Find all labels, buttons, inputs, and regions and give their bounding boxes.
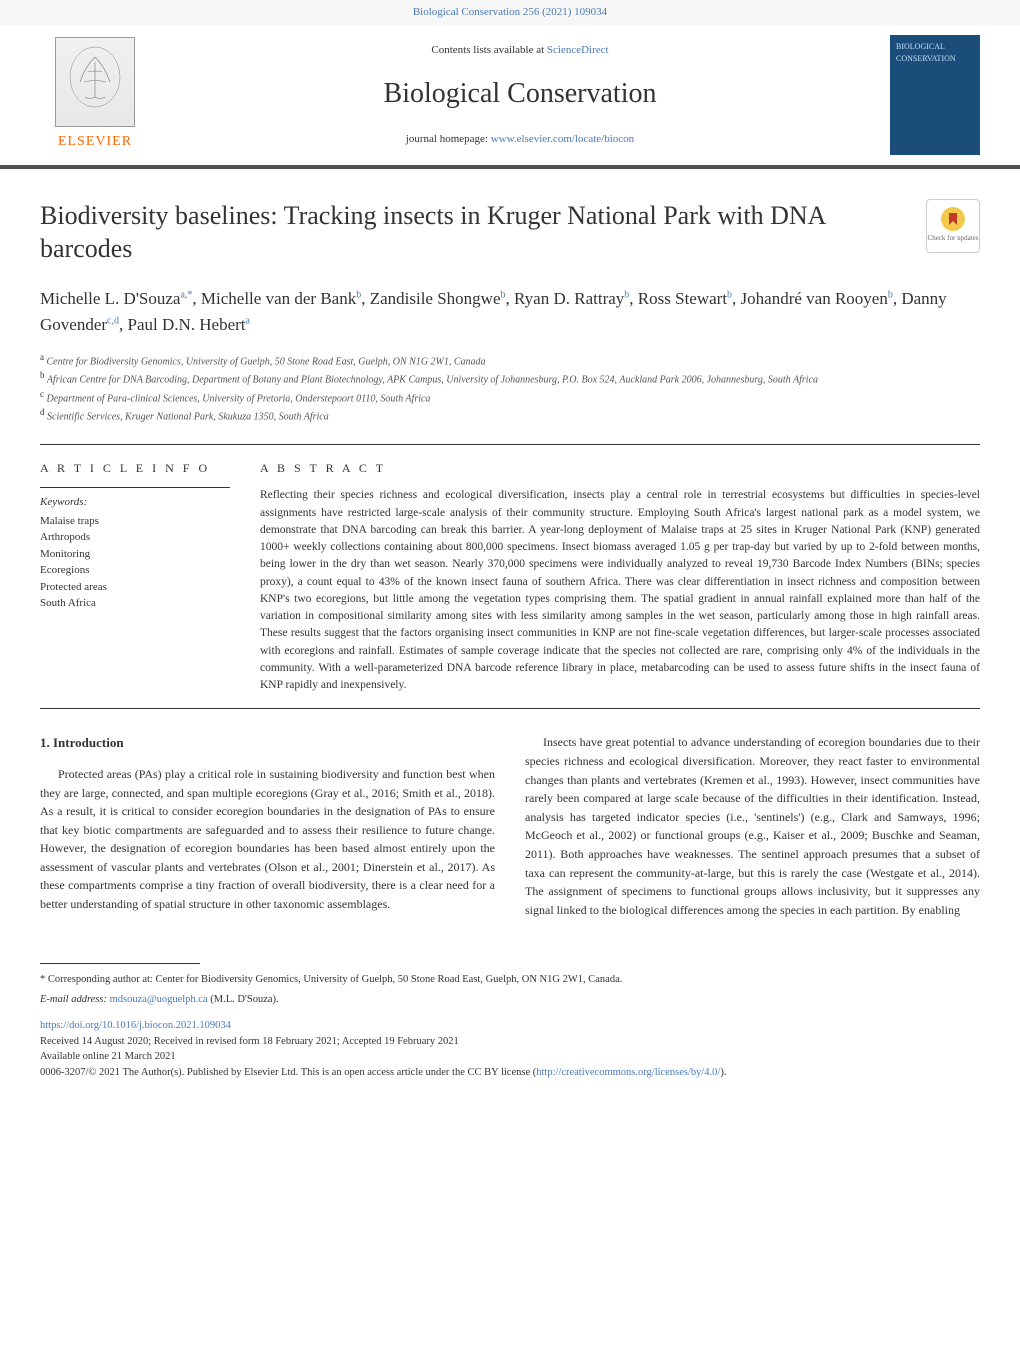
body-columns: 1. Introduction Protected areas (PAs) pl…	[40, 733, 980, 919]
journal-cover-thumbnail: BIOLOGICAL CONSERVATION	[890, 35, 980, 155]
info-abstract-row: A R T I C L E I N F O Keywords: Malaise …	[40, 444, 980, 709]
bookmark-icon	[941, 207, 965, 231]
journal-center-block: Contents lists available at ScienceDirec…	[150, 42, 890, 147]
affiliations-block: a Centre for Biodiversity Genomics, Univ…	[40, 351, 980, 424]
keywords-label: Keywords:	[40, 487, 230, 511]
publisher-name: ELSEVIER	[58, 131, 132, 152]
footnote-separator	[40, 963, 200, 964]
keyword: Monitoring	[40, 546, 230, 563]
affiliation-line: c Department of Para-clinical Sciences, …	[40, 388, 980, 406]
abstract-column: A B S T R A C T Reflecting their species…	[260, 459, 980, 694]
body-paragraph: Insects have great potential to advance …	[525, 733, 980, 919]
abstract-text: Reflecting their species richness and ec…	[260, 487, 980, 694]
authors-line: Michelle L. D'Souzaa,*, Michelle van der…	[40, 286, 980, 337]
keyword: Protected areas	[40, 579, 230, 596]
affiliation-line: d Scientific Services, Kruger National P…	[40, 406, 980, 424]
journal-header: ELSEVIER Contents lists available at Sci…	[0, 25, 1020, 169]
keyword: Malaise traps	[40, 513, 230, 530]
check-updates-badge[interactable]: Check for updates	[926, 199, 980, 253]
affiliation-line: b African Centre for DNA Barcoding, Depa…	[40, 369, 980, 387]
keyword: Arthropods	[40, 529, 230, 546]
article-info-header: A R T I C L E I N F O	[40, 459, 230, 477]
email-link[interactable]: mdsouza@uoguelph.ca	[110, 994, 208, 1005]
corresponding-author-note: * Corresponding author at: Center for Bi…	[40, 972, 980, 988]
homepage-line: journal homepage: www.elsevier.com/locat…	[150, 131, 890, 148]
doi-link[interactable]: https://doi.org/10.1016/j.biocon.2021.10…	[40, 1018, 980, 1034]
elsevier-tree-icon	[55, 37, 135, 127]
received-dates: Received 14 August 2020; Received in rev…	[40, 1034, 980, 1050]
homepage-link[interactable]: www.elsevier.com/locate/biocon	[491, 133, 634, 145]
intro-heading: 1. Introduction	[40, 733, 495, 753]
keyword: Ecoregions	[40, 562, 230, 579]
journal-name: Biological Conservation	[150, 73, 890, 115]
article-title: Biodiversity baselines: Tracking insects…	[40, 199, 980, 267]
left-column: 1. Introduction Protected areas (PAs) pl…	[40, 733, 495, 919]
abstract-header: A B S T R A C T	[260, 459, 980, 477]
footer-section: * Corresponding author at: Center for Bi…	[0, 963, 1020, 1101]
contents-available-line: Contents lists available at ScienceDirec…	[150, 42, 890, 59]
sciencedirect-link[interactable]: ScienceDirect	[547, 44, 609, 56]
top-journal-link[interactable]: Biological Conservation 256 (2021) 10903…	[0, 0, 1020, 25]
email-line: E-mail address: mdsouza@uoguelph.ca (M.L…	[40, 992, 980, 1008]
available-date: Available online 21 March 2021	[40, 1049, 980, 1065]
affiliation-line: a Centre for Biodiversity Genomics, Univ…	[40, 351, 980, 369]
article-info-column: A R T I C L E I N F O Keywords: Malaise …	[40, 459, 230, 694]
cc-license-link[interactable]: http://creativecommons.org/licenses/by/4…	[536, 1067, 720, 1078]
right-column: Insects have great potential to advance …	[525, 733, 980, 919]
copyright-line: 0006-3207/© 2021 The Author(s). Publishe…	[40, 1065, 980, 1081]
body-paragraph: Protected areas (PAs) play a critical ro…	[40, 765, 495, 914]
keyword: South Africa	[40, 595, 230, 612]
publisher-logo: ELSEVIER	[40, 37, 150, 152]
